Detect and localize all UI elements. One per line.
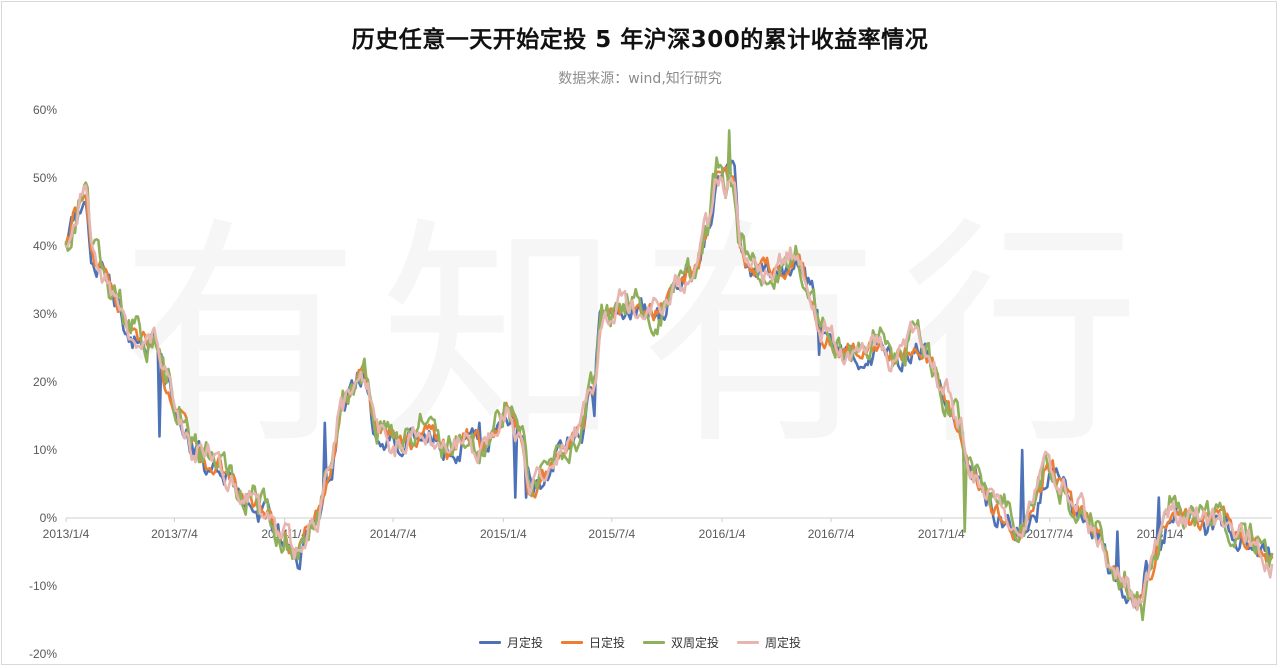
legend-item-4: 周定投: [737, 634, 801, 651]
x-tick-label: 2017/1/4: [918, 527, 965, 541]
legend-item-2: 日定投: [561, 634, 625, 651]
y-tick-label: -10%: [29, 579, 57, 593]
legend-label: 双周定投: [671, 634, 719, 651]
x-tick-label: 2016/1/4: [699, 527, 746, 541]
legend-label: 日定投: [589, 634, 625, 651]
y-tick-label: 0%: [40, 511, 58, 525]
x-tick-label: 2015/7/4: [588, 527, 635, 541]
legend-label: 月定投: [507, 634, 543, 651]
watermark: 有知有行: [120, 197, 1160, 477]
y-tick-label: 40%: [33, 239, 57, 253]
x-tick-label: 2013/7/4: [151, 527, 198, 541]
y-tick-label: 50%: [33, 171, 57, 185]
chart-legend: 月定投 日定投 双周定投 周定投: [0, 634, 1280, 651]
x-tick-label: 2015/1/4: [480, 527, 527, 541]
y-tick-label: 10%: [33, 443, 57, 457]
x-tick-label: 2017/7/4: [1026, 527, 1073, 541]
legend-swatch: [479, 641, 501, 644]
legend-swatch: [561, 641, 583, 644]
legend-swatch: [737, 641, 759, 644]
legend-item-3: 双周定投: [643, 634, 719, 651]
x-tick-label: 2014/7/4: [370, 527, 417, 541]
x-tick-label: 2013/1/4: [43, 527, 90, 541]
legend-swatch: [643, 641, 665, 644]
x-tick-label: 2016/7/4: [808, 527, 855, 541]
y-tick-label: 20%: [33, 375, 57, 389]
legend-label: 周定投: [765, 634, 801, 651]
y-tick-label: 30%: [33, 307, 57, 321]
legend-item-1: 月定投: [479, 634, 543, 651]
watermark-text: 有知有行: [120, 197, 1160, 477]
y-tick-label: 60%: [33, 103, 57, 117]
